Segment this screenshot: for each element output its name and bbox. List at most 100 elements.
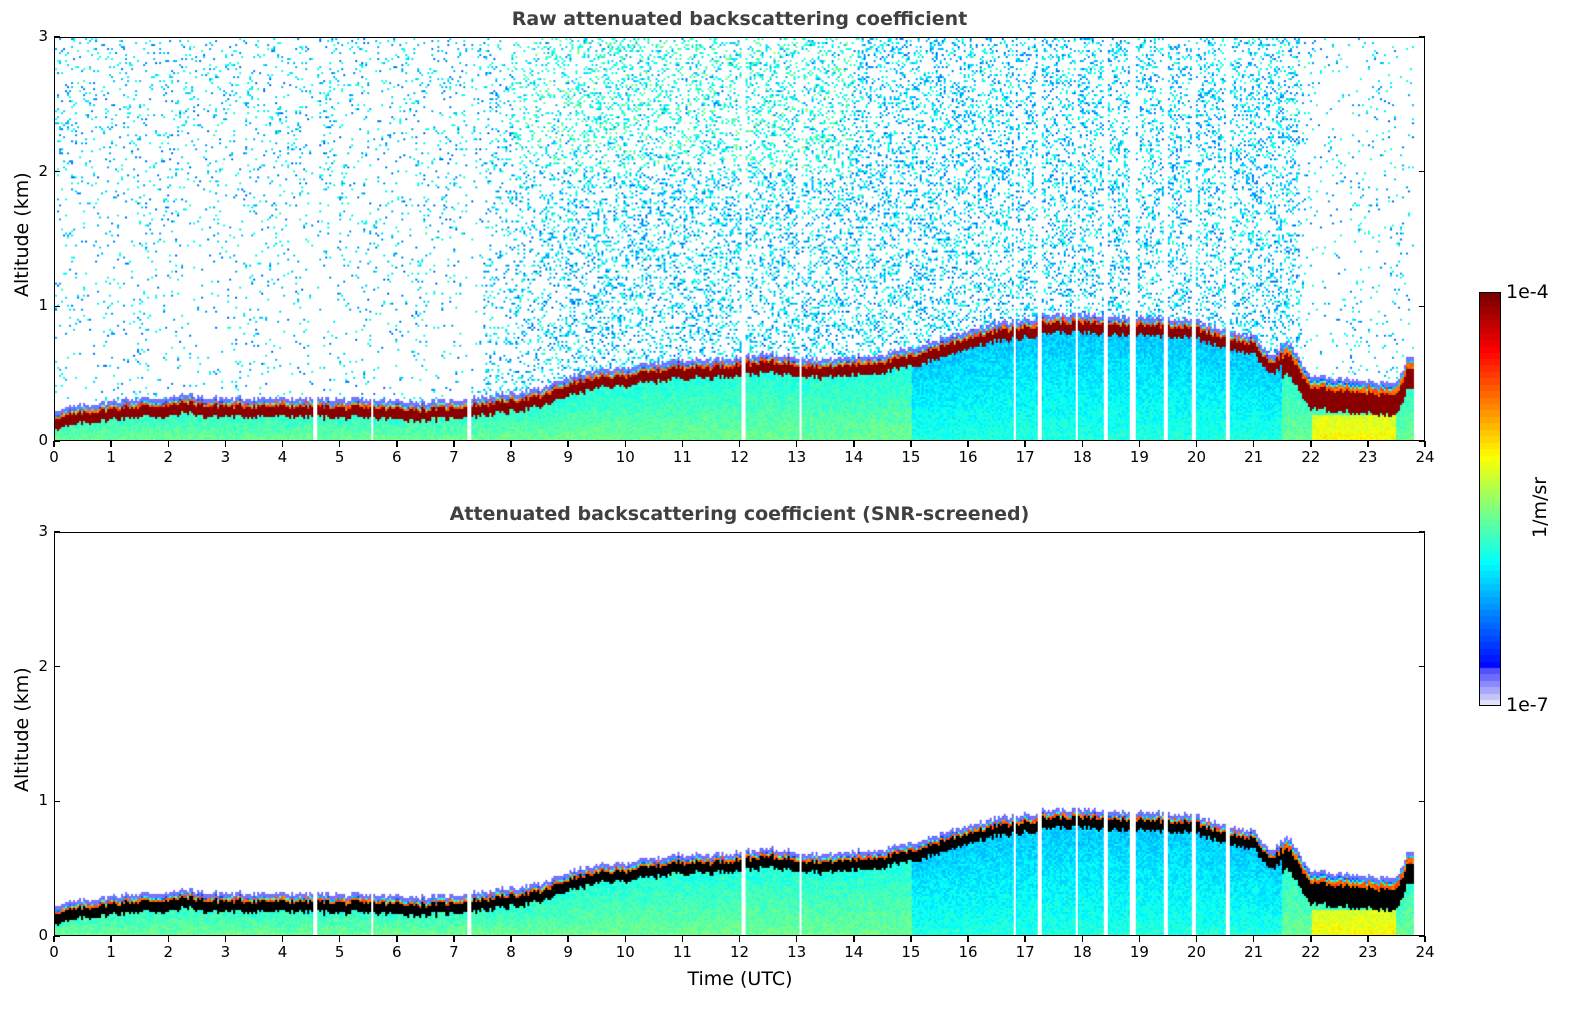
x-tick-label: 2	[163, 943, 174, 961]
x-tick	[967, 936, 969, 942]
x-tick-label: 15	[901, 943, 921, 961]
x-tick-label: 7	[449, 943, 459, 961]
x-tick	[567, 441, 569, 447]
x-tick-label: 0	[49, 943, 59, 961]
y-tick-label: 3	[38, 522, 48, 540]
x-tick	[396, 441, 398, 447]
x-tick-label: 10	[615, 448, 635, 466]
x-tick-label: 24	[1415, 448, 1435, 466]
x-tick-label: 3	[220, 943, 231, 961]
bottom-y-axis-label: Altitude (km)	[11, 667, 33, 792]
x-tick	[338, 936, 341, 942]
x-tick-label: 13	[787, 448, 807, 466]
x-tick	[396, 936, 398, 942]
y-tick-label: 3	[38, 27, 48, 45]
x-tick	[1138, 441, 1141, 447]
x-tick	[1195, 441, 1198, 447]
x-tick	[853, 936, 855, 942]
x-tick-label: 18	[1072, 943, 1092, 961]
y-tick	[1419, 935, 1425, 937]
y-tick-label: 2	[38, 161, 48, 180]
x-tick-label: 0	[49, 448, 59, 466]
x-tick-label: 8	[506, 448, 516, 466]
x-tick	[795, 441, 798, 447]
colorbar-gradient	[1480, 293, 1500, 705]
x-tick-label: 23	[1358, 448, 1378, 466]
bottom-chart-title: Attenuated backscattering coefficient (S…	[449, 503, 1030, 525]
x-tick-label: 24	[1415, 943, 1435, 961]
x-tick-label: 11	[672, 943, 692, 961]
x-tick	[167, 936, 169, 942]
y-tick	[1419, 170, 1425, 173]
x-tick-label: 3	[220, 448, 231, 466]
bottom-heatmap-canvas	[55, 533, 1424, 935]
y-tick	[54, 36, 60, 38]
y-tick	[1419, 36, 1425, 38]
x-tick-label: 10	[615, 943, 635, 961]
x-tick	[224, 936, 227, 942]
x-tick-label: 8	[506, 943, 516, 961]
x-tick-label: 21	[1244, 448, 1264, 466]
x-tick	[110, 441, 112, 447]
x-tick	[681, 936, 684, 942]
y-tick-label: 1	[38, 791, 48, 810]
x-tick-label: 20	[1186, 943, 1207, 961]
x-tick-label: 5	[334, 448, 345, 466]
x-tick	[738, 936, 741, 942]
x-tick-label: 4	[277, 448, 288, 466]
x-tick-label: 17	[1015, 943, 1035, 961]
x-tick	[1024, 936, 1026, 942]
x-tick-label: 14	[844, 448, 864, 466]
y-tick	[1419, 800, 1425, 803]
x-tick-label: 6	[391, 448, 402, 466]
x-tick	[1024, 441, 1026, 447]
x-tick	[510, 441, 512, 447]
x-tick	[910, 936, 912, 942]
x-tick-label: 16	[958, 943, 978, 961]
top-chart-title: Raw attenuated backscattering coefficien…	[511, 8, 968, 30]
x-tick	[281, 441, 284, 447]
colorbar	[1479, 292, 1501, 706]
x-tick	[510, 936, 512, 942]
x-tick-label: 12	[729, 448, 750, 466]
x-tick-label: 16	[958, 448, 978, 466]
colorbar-min-label: 1e-7	[1506, 694, 1549, 716]
x-tick-label: 19	[1129, 943, 1149, 961]
y-tick	[1419, 665, 1425, 668]
x-tick	[1424, 936, 1426, 942]
x-tick	[1252, 936, 1255, 942]
colorbar-max-label: 1e-4	[1506, 281, 1549, 303]
x-tick	[281, 936, 284, 942]
x-tick-label: 1	[106, 943, 116, 961]
x-tick	[1424, 441, 1426, 447]
x-tick-label: 5	[334, 943, 345, 961]
y-tick	[54, 531, 60, 533]
x-tick	[624, 441, 626, 447]
x-tick	[167, 441, 169, 447]
x-tick	[453, 441, 455, 447]
x-tick	[624, 936, 626, 942]
x-tick	[1367, 936, 1369, 942]
bottom-heatmap-plot	[54, 532, 1425, 936]
x-tick	[1081, 441, 1083, 447]
x-tick	[1252, 441, 1255, 447]
x-tick	[738, 441, 741, 447]
x-tick-label: 23	[1358, 943, 1378, 961]
colorbar-unit-label: 1/m/sr	[1529, 476, 1551, 538]
y-tick	[54, 665, 60, 668]
top-heatmap-canvas	[55, 38, 1424, 440]
top-heatmap-plot	[54, 37, 1425, 441]
y-tick-label: 2	[38, 656, 48, 675]
x-tick	[110, 936, 112, 942]
x-tick-label: 13	[787, 943, 807, 961]
y-tick	[54, 440, 60, 442]
x-tick	[681, 441, 684, 447]
y-tick-label: 0	[38, 431, 48, 449]
x-tick	[53, 936, 55, 942]
y-tick	[1419, 531, 1425, 533]
y-tick	[1419, 305, 1425, 308]
x-tick-label: 15	[901, 448, 921, 466]
x-tick	[1310, 936, 1312, 942]
x-tick-label: 2	[163, 448, 174, 466]
x-tick	[224, 441, 227, 447]
